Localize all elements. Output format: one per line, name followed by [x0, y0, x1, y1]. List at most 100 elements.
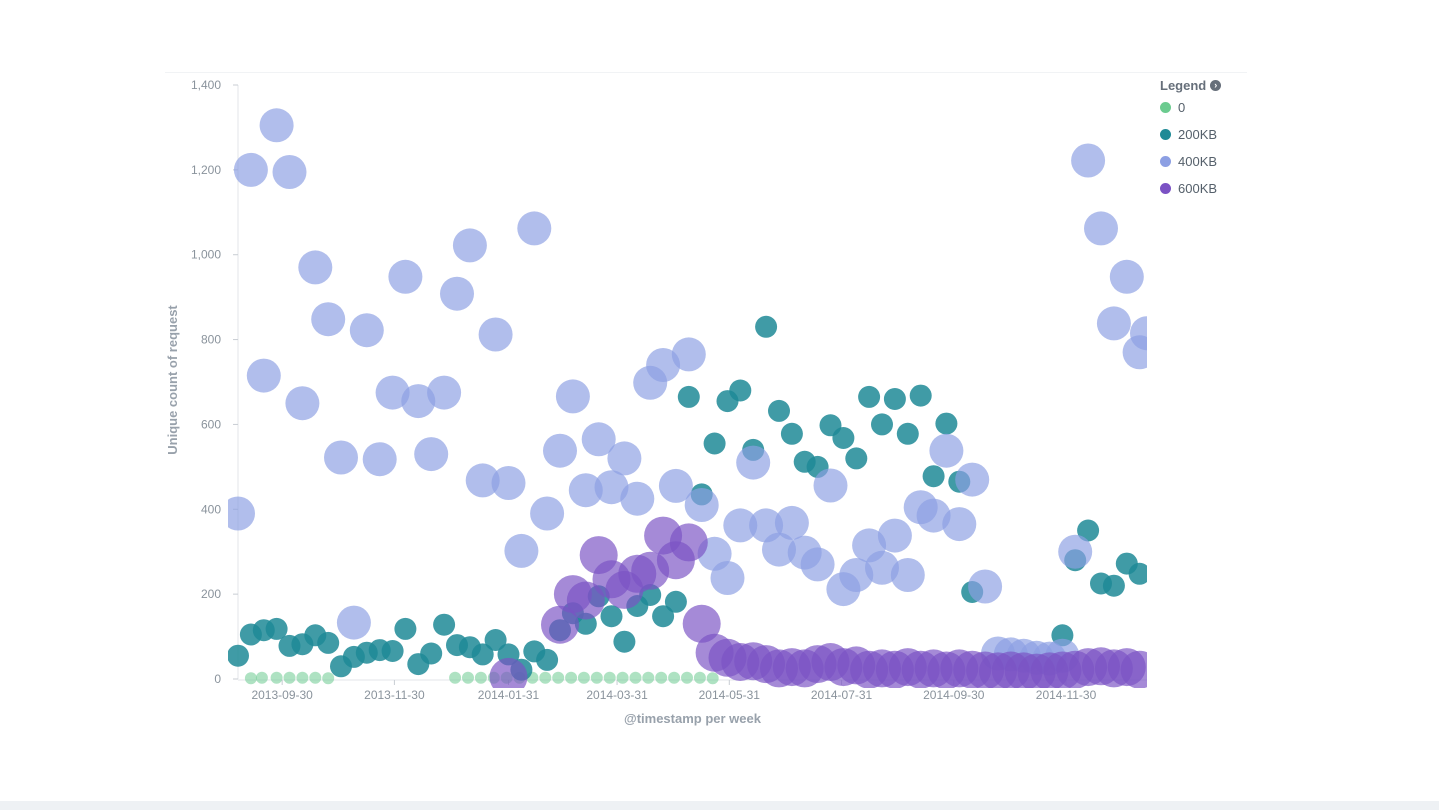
data-point[interactable] — [1071, 143, 1106, 178]
data-point[interactable] — [813, 468, 848, 503]
data-point[interactable] — [1130, 316, 1164, 351]
data-point[interactable] — [955, 462, 990, 497]
data-point[interactable] — [349, 313, 384, 348]
data-point[interactable] — [449, 671, 462, 684]
data-point[interactable] — [566, 581, 605, 620]
data-point[interactable] — [581, 422, 616, 457]
data-point[interactable] — [552, 671, 565, 684]
legend-item[interactable]: 0 — [1160, 94, 1250, 121]
data-point[interactable] — [942, 507, 977, 542]
data-point[interactable] — [968, 569, 1003, 604]
data-point[interactable] — [703, 432, 726, 455]
data-point[interactable] — [652, 605, 675, 628]
legend-item[interactable]: 200KB — [1160, 121, 1250, 148]
data-point[interactable] — [845, 447, 868, 470]
data-point[interactable] — [858, 385, 881, 408]
data-point[interactable] — [255, 671, 268, 684]
data-point[interactable] — [890, 558, 925, 592]
data-point[interactable] — [681, 671, 693, 684]
data-point[interactable] — [710, 561, 745, 595]
data-point[interactable] — [762, 532, 796, 567]
data-point[interactable] — [664, 590, 687, 613]
data-point[interactable] — [296, 671, 309, 684]
data-point[interactable] — [916, 498, 951, 533]
data-point[interactable] — [265, 617, 288, 640]
data-point[interactable] — [736, 445, 771, 480]
data-point[interactable] — [723, 508, 758, 543]
data-point[interactable] — [543, 433, 577, 468]
data-point[interactable] — [594, 470, 629, 505]
data-point[interactable] — [246, 358, 281, 393]
legend-item[interactable]: 400KB — [1160, 148, 1250, 175]
data-point[interactable] — [452, 228, 487, 263]
data-point[interactable] — [541, 605, 579, 644]
data-point[interactable] — [227, 644, 249, 667]
data-point[interactable] — [565, 671, 578, 684]
data-point[interactable] — [620, 481, 655, 516]
data-point[interactable] — [1128, 562, 1151, 585]
data-point[interactable] — [336, 605, 371, 640]
data-point[interactable] — [909, 384, 932, 407]
data-point[interactable] — [1120, 650, 1159, 689]
data-point[interactable] — [568, 473, 603, 508]
data-point[interactable] — [270, 671, 283, 684]
data-point[interactable] — [603, 671, 616, 684]
data-point[interactable] — [465, 463, 500, 498]
legend-item[interactable]: 600KB — [1160, 175, 1250, 202]
data-point[interactable] — [433, 613, 456, 636]
data-point[interactable] — [706, 672, 719, 685]
data-point[interactable] — [317, 631, 340, 654]
data-point[interactable] — [1077, 519, 1100, 542]
data-point[interactable] — [1084, 211, 1118, 246]
data-point[interactable] — [471, 643, 494, 666]
data-point[interactable] — [832, 427, 855, 449]
data-point[interactable] — [896, 422, 919, 445]
data-point[interactable] — [671, 337, 706, 372]
data-point[interactable] — [440, 276, 474, 311]
data-point[interactable] — [489, 657, 528, 696]
data-point[interactable] — [669, 523, 708, 562]
data-point[interactable] — [1096, 306, 1131, 341]
data-point[interactable] — [883, 388, 906, 410]
data-point[interactable] — [1109, 259, 1144, 294]
data-point[interactable] — [311, 302, 346, 337]
data-point[interactable] — [324, 440, 358, 475]
data-point[interactable] — [684, 488, 719, 522]
data-point[interactable] — [401, 384, 436, 419]
data-point[interactable] — [362, 442, 397, 477]
data-point[interactable] — [929, 433, 964, 468]
data-point[interactable] — [877, 518, 912, 553]
data-point[interactable] — [646, 348, 681, 382]
data-point[interactable] — [607, 441, 642, 476]
data-point[interactable] — [800, 547, 835, 582]
data-point[interactable] — [517, 211, 552, 246]
data-point[interactable] — [768, 399, 790, 422]
data-point[interactable] — [693, 671, 706, 684]
data-point[interactable] — [530, 496, 565, 531]
data-point[interactable] — [865, 550, 899, 585]
legend-header[interactable]: Legend › — [1160, 76, 1250, 94]
data-point[interactable] — [478, 317, 513, 352]
data-point[interactable] — [922, 465, 945, 488]
data-point[interactable] — [244, 672, 257, 685]
data-point[interactable] — [427, 375, 462, 410]
data-point[interactable] — [555, 379, 590, 414]
data-point[interactable] — [935, 412, 958, 435]
data-point[interactable] — [755, 315, 778, 338]
data-point[interactable] — [871, 413, 893, 436]
data-point[interactable] — [1102, 574, 1125, 597]
data-point[interactable] — [462, 671, 474, 684]
data-point[interactable] — [780, 422, 803, 445]
data-point[interactable] — [420, 642, 443, 665]
data-point[interactable] — [484, 629, 507, 651]
data-point[interactable] — [629, 671, 642, 684]
data-point[interactable] — [600, 605, 623, 628]
data-point[interactable] — [729, 379, 752, 402]
data-point[interactable] — [682, 604, 721, 643]
data-point[interactable] — [658, 468, 693, 503]
data-point[interactable] — [414, 437, 449, 472]
data-point[interactable] — [381, 640, 404, 662]
data-point[interactable] — [259, 108, 294, 143]
data-point[interactable] — [774, 505, 809, 540]
data-point[interactable] — [677, 385, 700, 408]
